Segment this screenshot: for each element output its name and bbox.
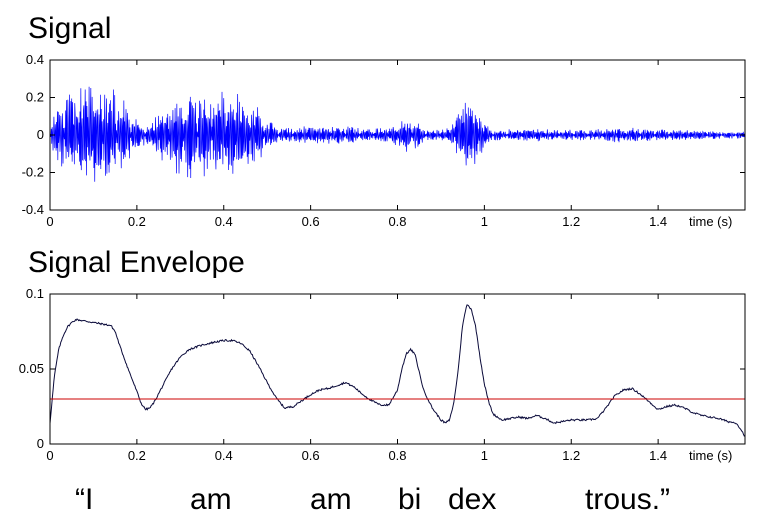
x-tick-label: 0.4 (215, 448, 233, 463)
x-tick-label: 0 (46, 214, 53, 229)
envelope-x-axis-label: time (s) (689, 448, 732, 463)
envelope-series (49, 304, 746, 437)
caption-word: am (310, 483, 352, 516)
y-tick-label: 0.2 (26, 90, 44, 105)
x-tick-label: 1.4 (649, 448, 667, 463)
signal-y-ticks: 0.4 0.2 0 -0.2 -0.4 (22, 52, 745, 217)
x-tick-label: 1 (481, 448, 488, 463)
x-tick-label: 0 (46, 448, 53, 463)
x-tick-label: 0.8 (388, 214, 406, 229)
caption-word: “I (75, 483, 93, 516)
y-tick-label: 0.4 (26, 52, 44, 67)
x-tick-label: 0.6 (302, 448, 320, 463)
signal-waveform-line (49, 86, 746, 182)
caption-words: “I am am bi dex trous.” (75, 483, 670, 516)
x-tick-label: 0.2 (128, 448, 146, 463)
signal-x-ticks: 0 0.2 0.4 0.6 0.8 1 1.2 1.4 (46, 60, 667, 229)
signal-panel: 0 0.2 0.4 0.6 0.8 1 1.2 1.4 0.4 0.2 0 -0.2 -0.4 tim… (22, 52, 746, 229)
caption-word: am (190, 483, 232, 516)
x-tick-label: 1.2 (562, 214, 580, 229)
x-tick-label: 0.6 (302, 214, 320, 229)
envelope-axes-frame (49, 293, 746, 445)
signal-waveform (49, 86, 746, 182)
x-tick-label: 1 (481, 214, 488, 229)
caption-word: dex (448, 483, 496, 516)
caption-word: trous.” (585, 483, 670, 516)
y-tick-label: -0.2 (22, 165, 44, 180)
x-tick-label: 0.4 (215, 214, 233, 229)
envelope-title: Signal Envelope (28, 246, 245, 279)
envelope-panel: 0 0.2 0.4 0.6 0.8 1 1.2 1.4 0.1 0.05 0 time (s) (19, 286, 746, 463)
x-tick-label: 1.2 (562, 448, 580, 463)
y-tick-label: 0 (37, 436, 44, 451)
envelope-line (49, 304, 746, 437)
signal-title: Signal (28, 12, 111, 45)
signal-x-axis-label: time (s) (689, 214, 732, 229)
x-tick-label: 0.2 (128, 214, 146, 229)
x-tick-label: 1.4 (649, 214, 667, 229)
y-tick-label: 0.1 (26, 286, 44, 301)
y-tick-label: 0 (37, 127, 44, 142)
caption-word: bi (398, 483, 421, 516)
y-tick-label: 0.05 (19, 361, 44, 376)
y-tick-label: -0.4 (22, 202, 44, 217)
envelope-x-ticks: 0 0.2 0.4 0.6 0.8 1 1.2 1.4 (46, 294, 667, 463)
x-tick-label: 0.8 (388, 448, 406, 463)
envelope-y-ticks: 0.1 0.05 0 (19, 286, 745, 451)
